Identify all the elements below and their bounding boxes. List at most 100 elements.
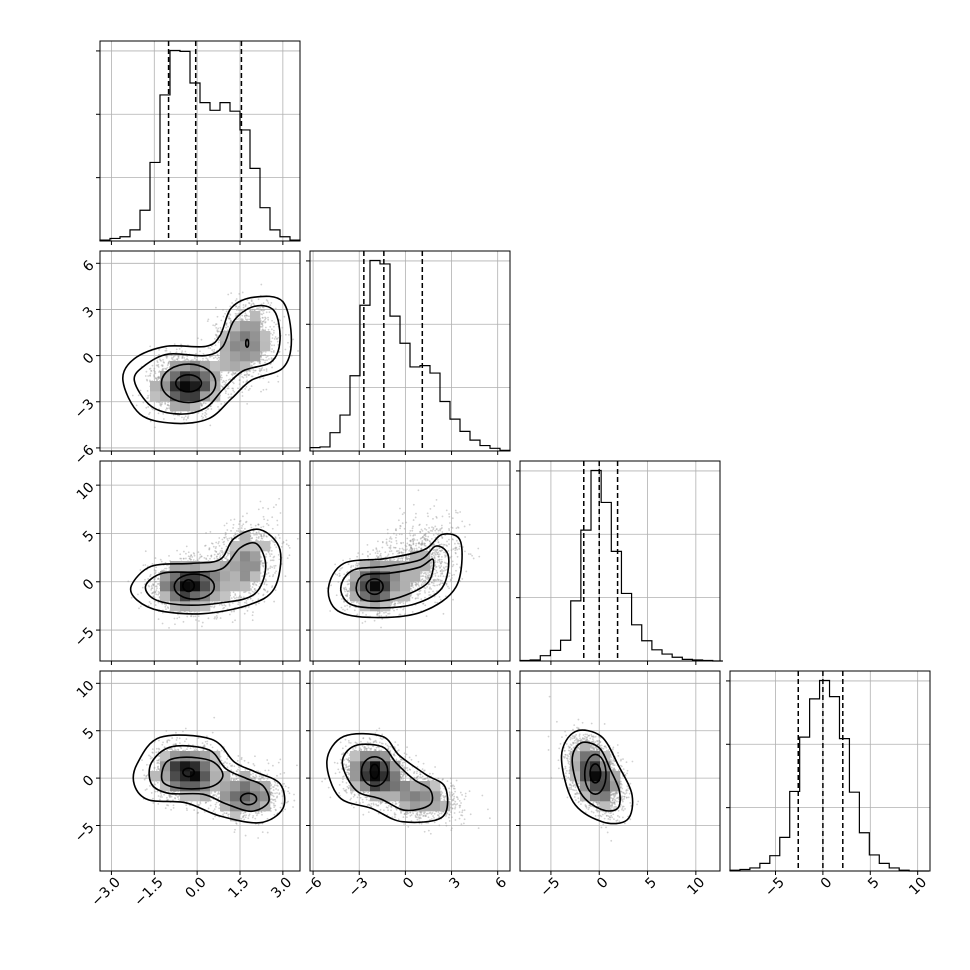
sample-point [168, 554, 170, 557]
sample-point [171, 358, 174, 361]
sample-point [238, 520, 241, 523]
sample-point [216, 616, 219, 619]
sample-point [245, 374, 248, 376]
contour-3sigma [133, 304, 281, 415]
sample-point [144, 375, 147, 377]
sample-point [255, 589, 257, 592]
sample-point [153, 369, 155, 372]
density-cell [200, 391, 211, 402]
sample-point [230, 529, 232, 532]
sample-point [261, 351, 264, 353]
sample-point [158, 376, 161, 379]
density-cell [160, 391, 171, 402]
sample-point [267, 328, 270, 331]
sample-point [175, 358, 178, 361]
sample-point [269, 555, 272, 558]
sample-point [260, 369, 263, 372]
sample-point [202, 353, 205, 355]
density-cell [160, 381, 171, 392]
sample-point [199, 553, 202, 556]
sample-point [253, 588, 256, 590]
sample-point [270, 328, 273, 331]
sample-point [227, 325, 229, 328]
sample-point [241, 291, 244, 294]
sample-point [247, 318, 249, 321]
sample-point [218, 338, 220, 341]
sample-point [148, 413, 150, 416]
sample-point [250, 361, 253, 364]
sample-point [260, 353, 263, 356]
sample-point [271, 319, 273, 322]
sample-point [159, 359, 162, 362]
sample-point [225, 374, 228, 377]
sample-point [228, 548, 231, 551]
sample-point [276, 337, 279, 340]
sample-point [253, 309, 256, 312]
sample-point [238, 379, 241, 381]
density-cell [230, 341, 241, 352]
sample-point [250, 300, 253, 303]
sample-point [238, 292, 241, 295]
sample-point [148, 368, 151, 370]
sample-point [160, 569, 163, 572]
sample-point [260, 537, 263, 540]
density-cell [250, 331, 261, 342]
sample-point [225, 379, 228, 382]
sample-point [149, 375, 151, 377]
sample-point [251, 375, 254, 378]
sample-point [153, 367, 156, 370]
density-cell [180, 381, 191, 392]
sample-point [156, 364, 159, 367]
sample-point [234, 597, 236, 600]
sample-point [166, 404, 169, 406]
contour-1sigma [174, 374, 203, 393]
sample-point [157, 363, 160, 366]
sample-point [131, 394, 134, 397]
sample-point [165, 368, 168, 370]
sample-point [271, 348, 274, 350]
sample-point [272, 329, 275, 332]
sample-point [182, 557, 185, 560]
sample-point [165, 604, 168, 606]
sample-point [155, 364, 158, 367]
sample-point [150, 592, 153, 595]
sample-point [262, 515, 265, 518]
sample-point [279, 319, 281, 322]
sample-point [250, 361, 253, 363]
sample-point [162, 369, 164, 372]
sample-point [245, 314, 248, 317]
sample-point [266, 535, 268, 538]
sample-point [259, 556, 262, 559]
sample-point [154, 569, 157, 572]
sample-point [260, 356, 262, 359]
density-cell [220, 351, 231, 362]
sample-point [259, 582, 262, 585]
sample-point [222, 315, 225, 318]
sample-point [147, 394, 150, 397]
sample-point [149, 420, 152, 423]
sample-point [263, 320, 265, 322]
sample-point [213, 605, 216, 608]
sample-point [181, 355, 184, 358]
sample-point [227, 372, 230, 374]
sample-point [281, 542, 284, 545]
sample-point [239, 519, 242, 522]
density-cell [170, 371, 181, 382]
sample-point [290, 354, 293, 357]
sample-point [178, 414, 181, 417]
sample-point [233, 610, 235, 613]
sample-point [164, 403, 167, 405]
sample-point [226, 558, 229, 561]
sample-point [245, 385, 248, 388]
sample-point [262, 562, 265, 565]
sample-point [173, 355, 175, 358]
sample-point [266, 355, 269, 358]
density-cell [230, 331, 241, 342]
sample-point [264, 580, 267, 583]
sample-point [192, 615, 195, 618]
sample-point [142, 401, 145, 404]
sample-point [235, 298, 238, 300]
sample-point [174, 411, 177, 413]
sample-point [167, 401, 170, 404]
sample-point [244, 305, 247, 308]
